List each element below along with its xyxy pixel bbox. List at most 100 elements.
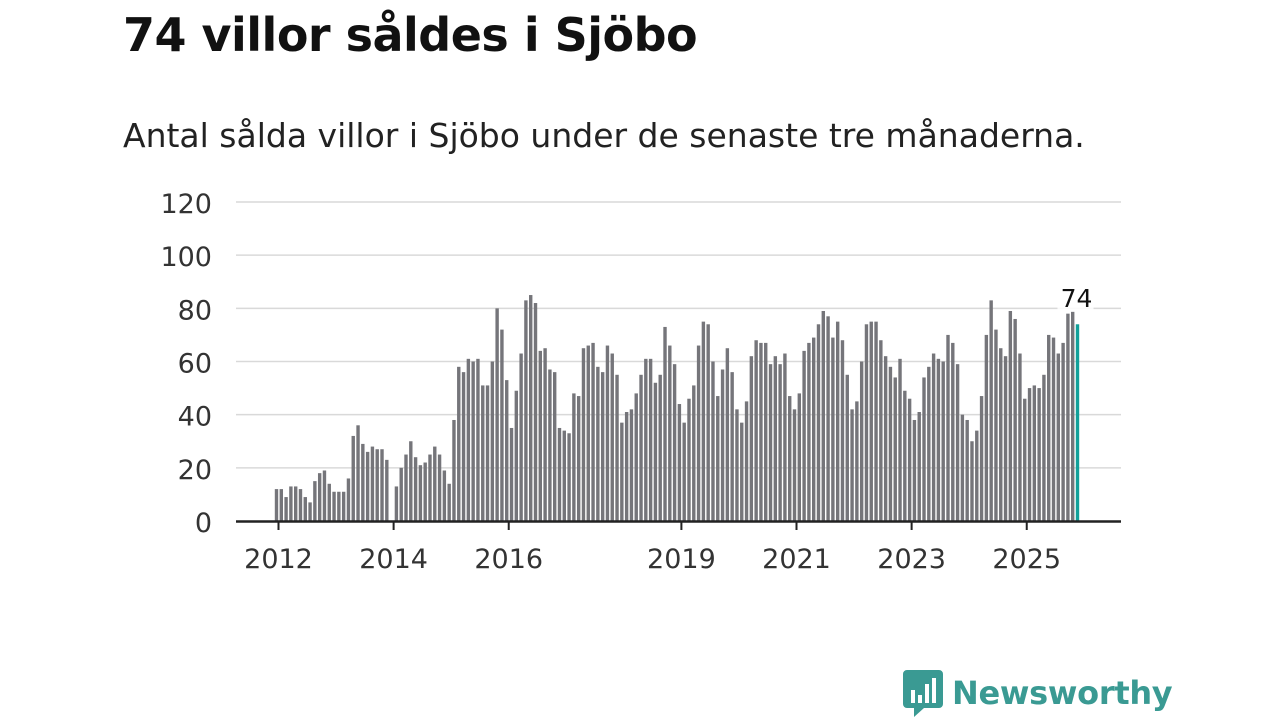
bar <box>711 361 715 521</box>
bar <box>984 334 989 521</box>
bar <box>317 473 322 521</box>
bar <box>730 372 734 521</box>
bar <box>380 449 384 521</box>
y-tick-label: 120 <box>160 189 212 220</box>
bar <box>850 409 854 521</box>
newsworthy-logo[interactable]: Newsworthy <box>902 668 1173 718</box>
bar <box>893 377 897 521</box>
bar <box>600 372 605 521</box>
bar <box>567 433 571 521</box>
bar <box>716 396 720 521</box>
bar <box>672 364 677 521</box>
bar <box>298 489 303 521</box>
y-axis-ticks: 0 20 40 60 80 100 120 <box>160 189 212 539</box>
bar <box>356 425 360 521</box>
bar <box>1037 388 1041 521</box>
bar <box>788 396 792 521</box>
bar <box>385 459 389 521</box>
bar <box>826 316 830 521</box>
bar <box>428 454 432 521</box>
bar <box>797 393 802 521</box>
bar <box>476 358 480 521</box>
bar <box>979 396 984 521</box>
bar <box>634 393 638 521</box>
bar <box>581 348 586 521</box>
bar <box>423 462 427 521</box>
bar <box>859 361 864 521</box>
bar <box>821 310 825 521</box>
bar <box>740 422 744 521</box>
bar <box>639 374 643 521</box>
bar <box>399 467 403 521</box>
bar <box>855 401 859 522</box>
bar <box>989 300 993 521</box>
y-tick-label: 40 <box>178 402 212 433</box>
bar <box>1066 313 1070 521</box>
y-tick-label: 0 <box>195 508 212 539</box>
bar <box>773 356 778 521</box>
bar <box>668 345 672 521</box>
bar <box>375 449 379 521</box>
bar <box>293 486 298 521</box>
bar <box>591 342 595 521</box>
bar <box>831 337 835 521</box>
bar <box>557 427 562 521</box>
x-tick-label: 2014 <box>359 544 428 575</box>
bar <box>413 457 418 521</box>
logo-wordmark: Newsworthy <box>952 674 1173 712</box>
bar <box>1042 374 1046 521</box>
bar <box>485 385 490 521</box>
bar <box>840 340 845 521</box>
bar <box>327 483 331 521</box>
bar <box>692 385 696 521</box>
bar <box>552 372 557 521</box>
bar <box>538 350 542 521</box>
x-tick-label: 2021 <box>762 544 831 575</box>
bar <box>845 374 849 521</box>
bar <box>735 409 739 521</box>
bar <box>576 396 581 521</box>
bar <box>586 345 590 521</box>
bar <box>864 324 869 521</box>
bar <box>495 308 499 521</box>
bar <box>725 348 730 521</box>
bar <box>792 409 797 521</box>
chart-subtitle: Antal sålda villor i Sjöbo under de sena… <box>123 116 1085 155</box>
bar <box>500 329 504 521</box>
bar <box>1032 385 1037 521</box>
bar <box>620 422 624 521</box>
bar <box>644 358 648 521</box>
bar <box>1008 310 1013 521</box>
bar <box>970 441 974 521</box>
bar <box>629 409 634 521</box>
bar <box>524 300 528 521</box>
bar <box>548 369 552 521</box>
bar <box>274 489 279 521</box>
bar <box>960 414 965 521</box>
x-tick-label: 2016 <box>474 544 543 575</box>
bar <box>365 451 370 521</box>
bar <box>807 342 811 521</box>
bar <box>442 470 447 521</box>
bar <box>404 454 408 521</box>
x-tick-label: 2023 <box>877 544 946 575</box>
bar <box>457 366 461 521</box>
bar <box>898 358 902 521</box>
bar <box>461 372 466 521</box>
bar <box>922 377 926 521</box>
bar <box>802 350 806 521</box>
bar <box>648 358 653 521</box>
bar <box>1013 318 1017 521</box>
bar <box>706 324 710 521</box>
bar <box>783 353 787 521</box>
bar <box>346 478 351 521</box>
y-tick-label: 20 <box>178 455 212 486</box>
bar <box>663 326 667 521</box>
bar <box>931 353 936 521</box>
bar <box>812 337 816 521</box>
bar-latest <box>1075 324 1080 521</box>
bar <box>394 486 399 521</box>
bar-series <box>274 295 1080 522</box>
bar <box>888 366 893 521</box>
bar <box>994 329 998 521</box>
